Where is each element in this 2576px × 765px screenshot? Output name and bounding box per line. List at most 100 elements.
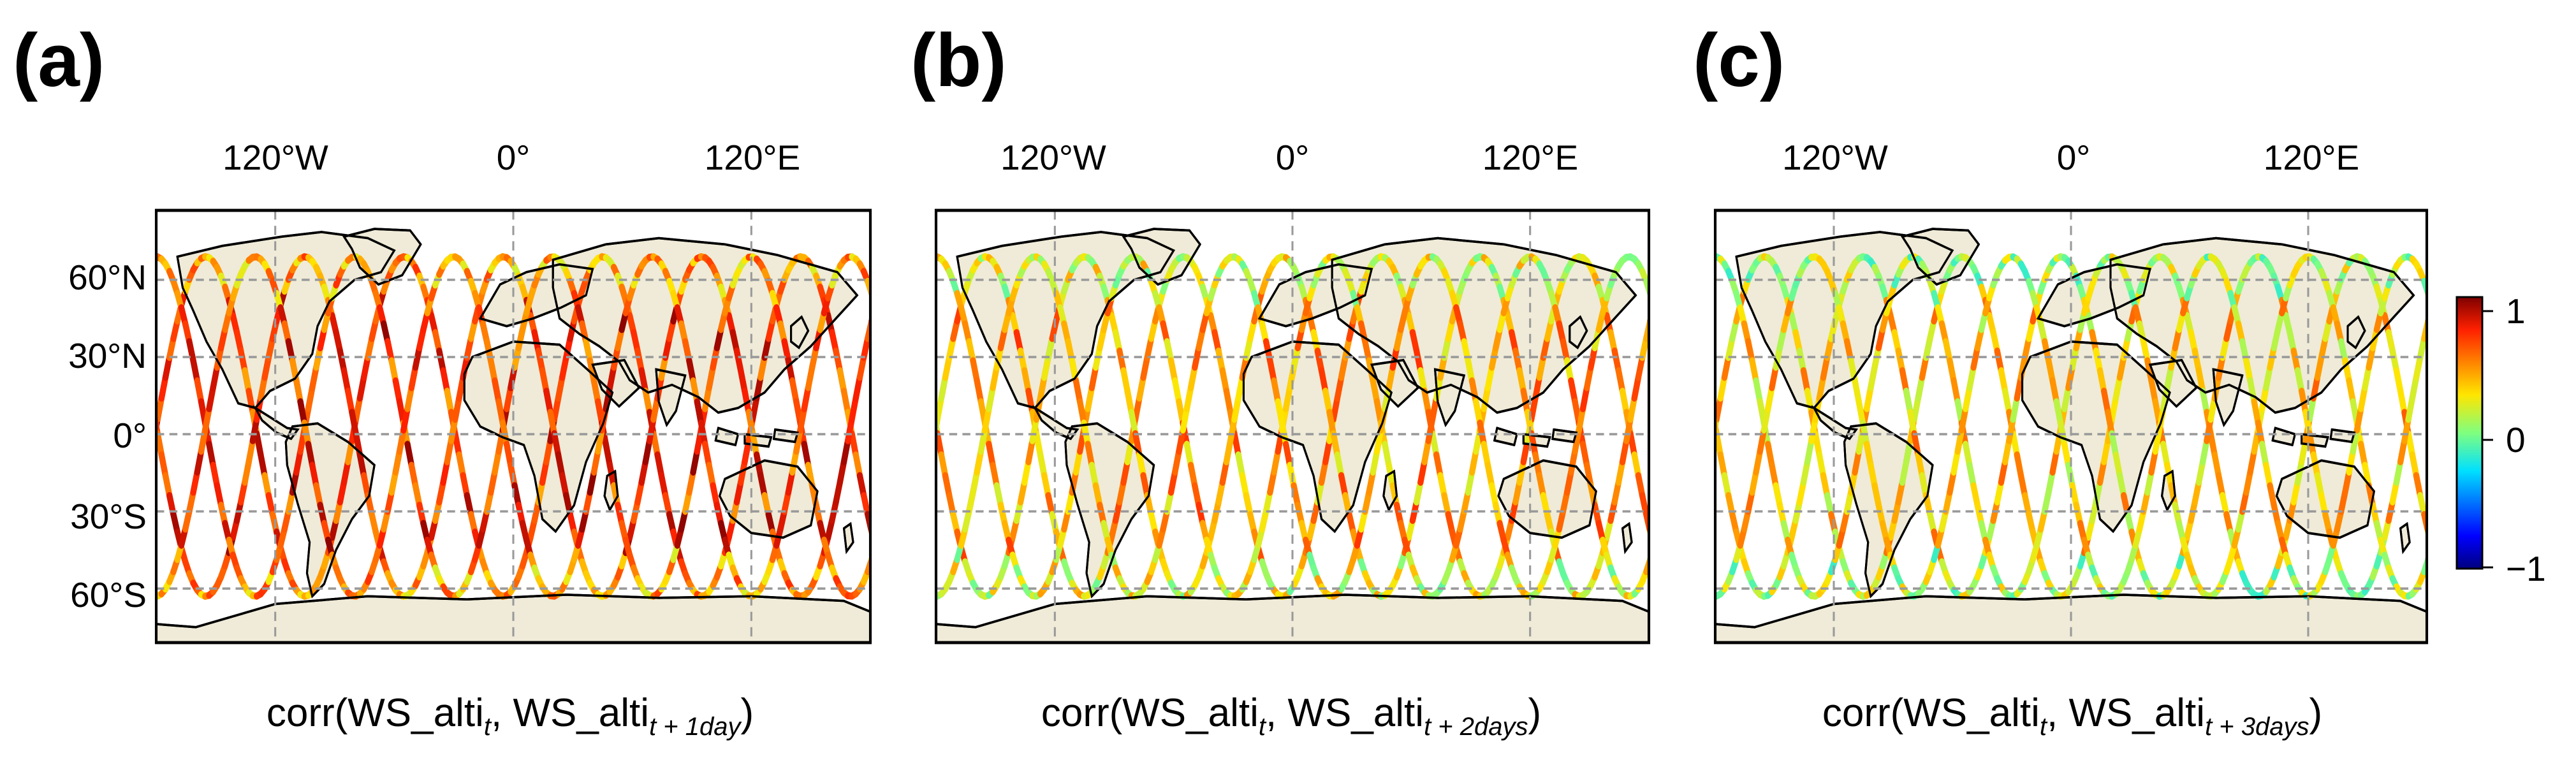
track-segment bbox=[702, 441, 712, 469]
track-segment bbox=[981, 405, 992, 434]
track-segment bbox=[456, 374, 466, 402]
track-segment bbox=[202, 405, 212, 434]
track-segment bbox=[1966, 363, 1977, 391]
track-segment bbox=[936, 594, 937, 597]
track-segment bbox=[1072, 448, 1083, 476]
track-segment bbox=[1180, 405, 1190, 434]
track-segment bbox=[650, 395, 661, 423]
track-segment bbox=[2207, 395, 2218, 423]
track-segment bbox=[404, 384, 414, 412]
track-segment bbox=[2160, 384, 2170, 412]
track-segment bbox=[2049, 377, 2060, 405]
track-segment bbox=[1654, 291, 1658, 305]
track-segment bbox=[936, 594, 937, 597]
track-segment bbox=[2200, 437, 2210, 465]
track-segment bbox=[690, 448, 700, 476]
track-segment bbox=[849, 430, 859, 458]
track-segment bbox=[194, 448, 205, 476]
track-segment bbox=[2207, 430, 2218, 458]
track-segment bbox=[408, 462, 419, 490]
track-segment bbox=[936, 256, 937, 259]
track-segment bbox=[156, 256, 157, 259]
track-segment bbox=[555, 374, 566, 402]
track-segment bbox=[840, 388, 851, 416]
track-segment bbox=[1085, 384, 1095, 412]
track-segment bbox=[1187, 462, 1198, 490]
track-segment bbox=[1033, 430, 1044, 458]
track-segment bbox=[2195, 367, 2206, 395]
track-segment bbox=[396, 426, 407, 455]
track-segment bbox=[1481, 384, 1491, 412]
track-segment bbox=[2061, 441, 2072, 469]
track-segment bbox=[1950, 377, 1961, 405]
track-segment bbox=[690, 377, 700, 405]
track-segment bbox=[2432, 291, 2436, 305]
track-segment bbox=[1532, 451, 1542, 479]
track-segment bbox=[650, 430, 661, 458]
track-segment bbox=[1120, 458, 1131, 486]
track-segment bbox=[452, 395, 462, 423]
track-segment bbox=[1619, 388, 1630, 416]
track-segment bbox=[1647, 528, 1650, 539]
track-segment bbox=[936, 395, 944, 423]
track-segment bbox=[1864, 441, 1874, 469]
track-segment bbox=[1615, 367, 1626, 395]
track-segment bbox=[1966, 462, 1977, 490]
track-segment bbox=[547, 409, 557, 437]
track-segment bbox=[875, 529, 879, 545]
track-segment bbox=[1911, 395, 1921, 423]
track-segment bbox=[258, 374, 268, 402]
track-segment bbox=[1579, 384, 1590, 412]
track-segment bbox=[492, 448, 502, 476]
track-segment bbox=[638, 458, 649, 486]
track-segment bbox=[1128, 409, 1139, 437]
track-segment bbox=[2425, 290, 2427, 300]
track-segment bbox=[1322, 388, 1333, 416]
track-segment bbox=[654, 451, 664, 479]
track-segment bbox=[1417, 367, 1428, 395]
track-segment bbox=[1227, 416, 1238, 444]
track-segment bbox=[646, 416, 657, 444]
track-segment bbox=[837, 367, 847, 395]
track-segment bbox=[753, 451, 764, 479]
track-segment bbox=[749, 395, 760, 423]
track-segment bbox=[1282, 441, 1293, 469]
track-segment bbox=[2294, 458, 2305, 486]
track-segment bbox=[1715, 594, 1716, 597]
track-segment bbox=[2010, 395, 2020, 423]
track-segment bbox=[2049, 448, 2060, 476]
track-segment bbox=[875, 548, 879, 562]
lon-label-0-a: 0° bbox=[496, 138, 531, 177]
track-segment bbox=[1271, 377, 1281, 405]
track-segment bbox=[495, 398, 506, 426]
track-segment bbox=[2432, 529, 2436, 545]
track-segment bbox=[1025, 437, 1036, 465]
track-segment bbox=[1172, 448, 1182, 476]
track-segment bbox=[849, 395, 859, 423]
track-segment bbox=[158, 451, 169, 479]
track-segment bbox=[606, 462, 617, 490]
track-segment bbox=[1468, 448, 1479, 476]
track-segment bbox=[853, 451, 863, 479]
track-segment bbox=[2358, 384, 2368, 412]
track-segment bbox=[2346, 448, 2356, 476]
track-segment bbox=[1647, 314, 1650, 324]
track-segment bbox=[840, 437, 851, 465]
map-frame bbox=[1713, 208, 2429, 645]
track-segment bbox=[245, 437, 256, 465]
track-segment bbox=[1654, 548, 1658, 562]
track-segment bbox=[1484, 363, 1495, 391]
track-segment bbox=[1852, 377, 1862, 405]
track-segment bbox=[2109, 430, 2119, 458]
caption-c: corr(WS_altit, WS_altit + 3days) bbox=[1822, 691, 2323, 741]
track-segment bbox=[305, 384, 316, 412]
track-segment bbox=[1516, 367, 1526, 395]
track-segment bbox=[1654, 529, 1658, 545]
track-segment bbox=[444, 388, 455, 416]
track-segment bbox=[305, 441, 316, 469]
track-segment bbox=[590, 448, 601, 476]
track-segment bbox=[936, 430, 944, 458]
track-segment bbox=[868, 290, 870, 300]
track-segment bbox=[2247, 377, 2257, 405]
